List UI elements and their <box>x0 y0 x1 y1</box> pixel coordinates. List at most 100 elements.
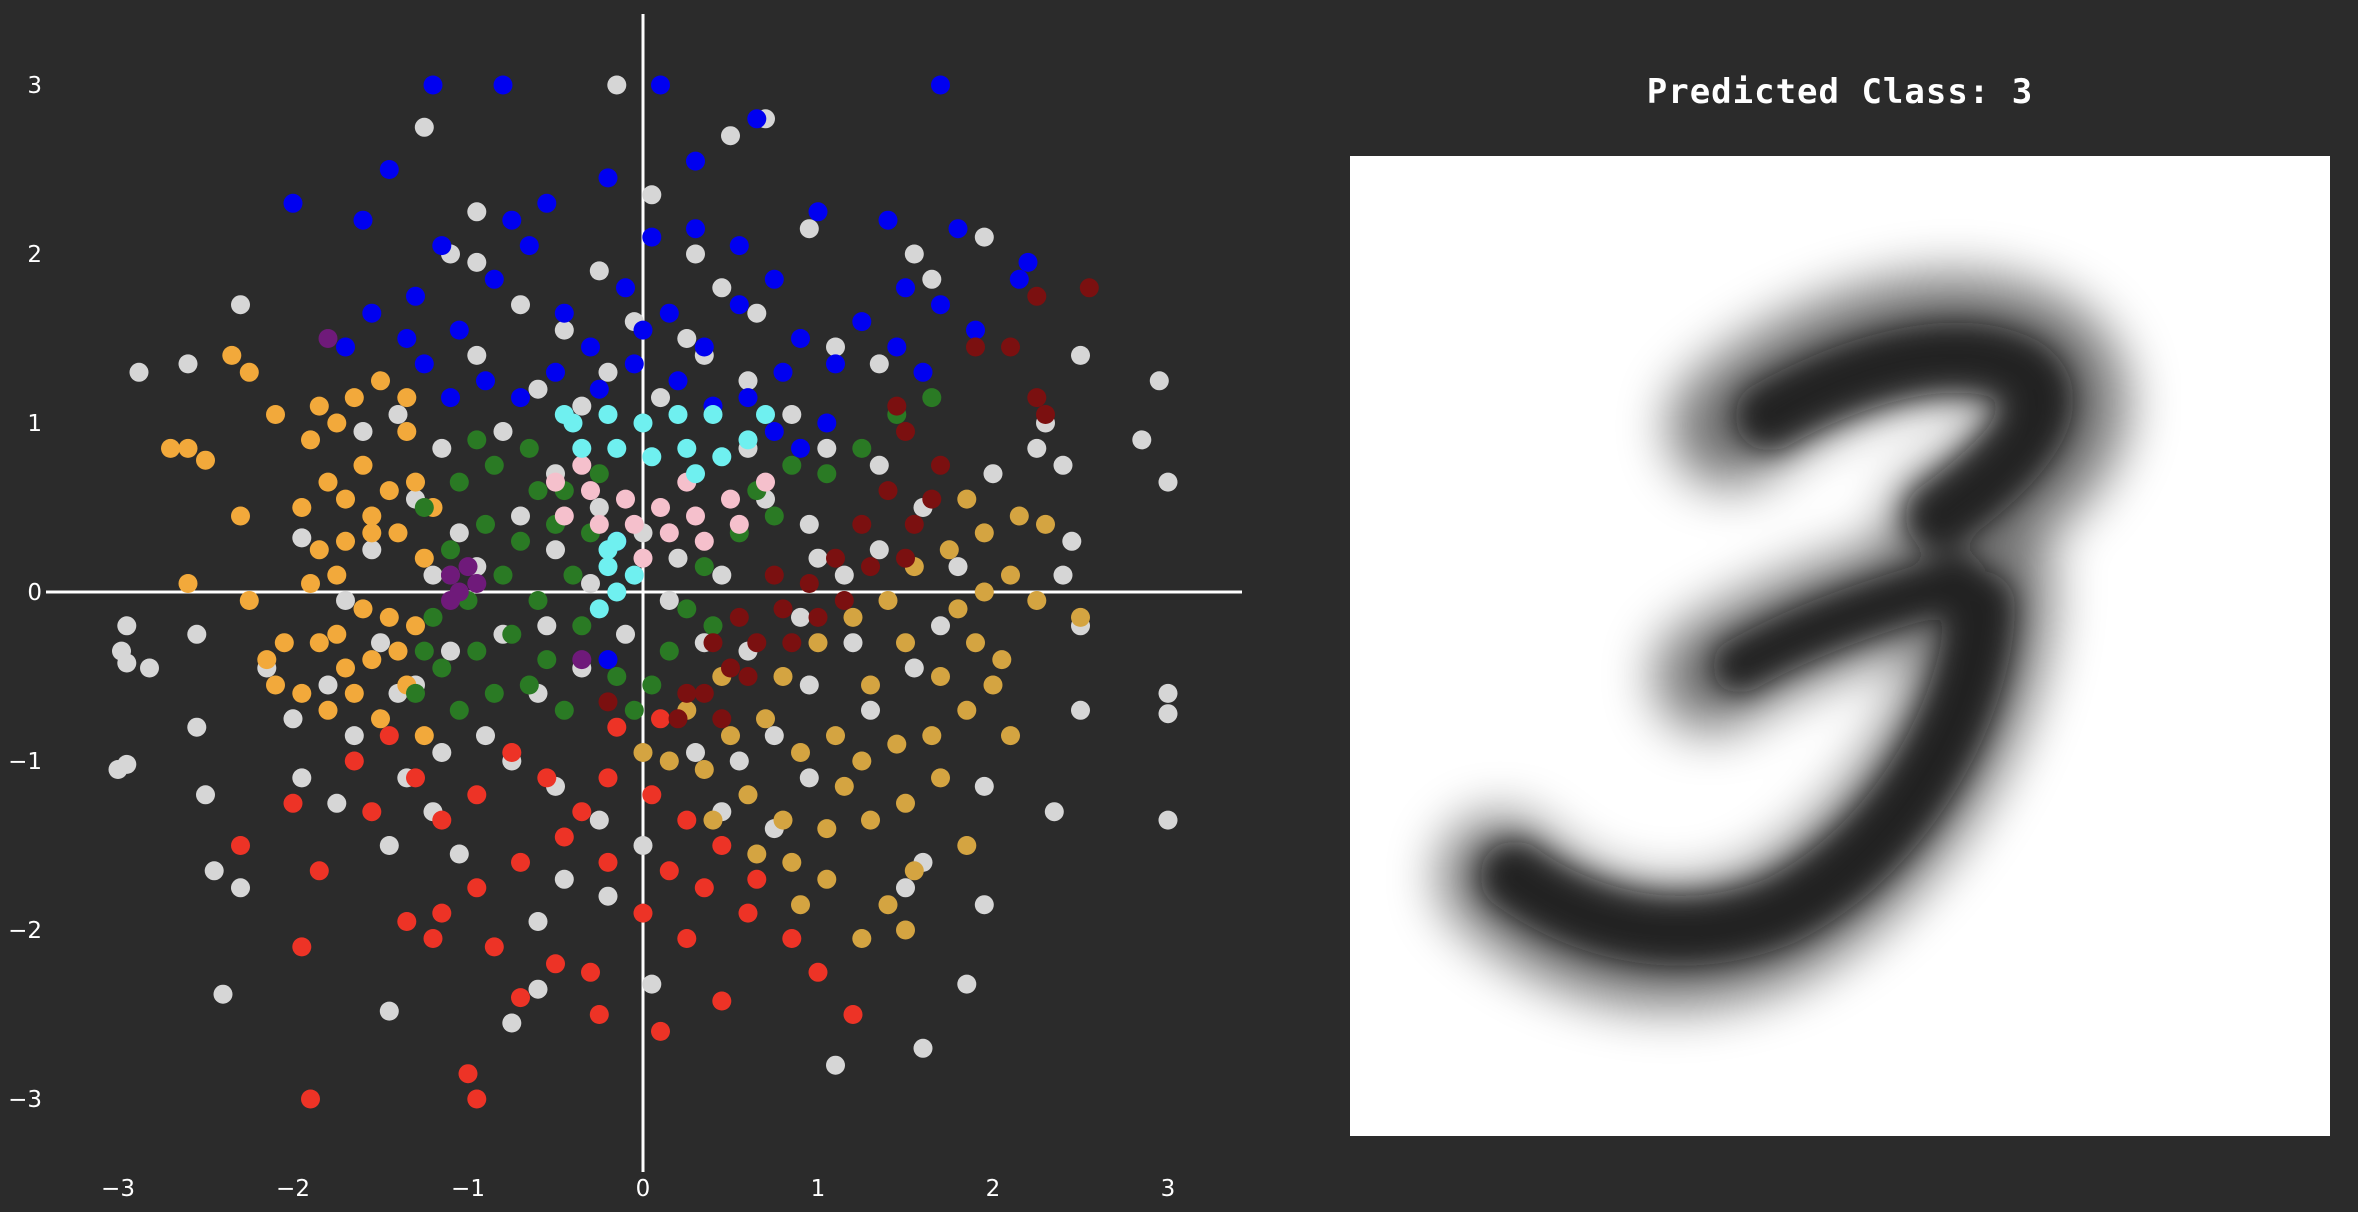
scatter-point <box>869 455 889 475</box>
scatter-point <box>502 743 522 762</box>
scatter-point <box>406 286 425 306</box>
scatter-point <box>484 937 504 957</box>
scatter-point <box>677 329 697 348</box>
scatter-point <box>344 751 364 771</box>
scatter-point <box>406 683 425 703</box>
scatter-point <box>519 236 539 256</box>
scatter-point <box>931 295 950 315</box>
scatter-point <box>493 422 513 441</box>
scatter-point <box>922 269 942 289</box>
scatter-point <box>773 810 793 830</box>
scatter-point <box>887 734 907 754</box>
scatter-point <box>178 574 198 593</box>
scatter-point <box>721 489 740 509</box>
scatter-point <box>948 599 968 619</box>
scatter-point <box>817 438 837 458</box>
scatter-point <box>896 633 915 653</box>
predicted-class-title: Predicted Class: 3 <box>1646 72 2034 112</box>
scatter-point <box>799 574 819 593</box>
scatter-point <box>1001 565 1020 585</box>
scatter-point <box>362 802 382 822</box>
scatter-point <box>808 607 828 627</box>
scatter-point <box>362 506 382 526</box>
scatter-point <box>686 464 705 484</box>
x-tick-label: 1 <box>811 1176 826 1202</box>
scatter-point <box>537 193 557 213</box>
scatter-point <box>318 329 338 348</box>
scatter-point <box>502 1013 522 1033</box>
scatter-point <box>589 1005 609 1024</box>
scatter-point <box>686 743 705 762</box>
scatter-point <box>633 548 653 568</box>
scatter-point <box>213 984 233 1004</box>
scatter-point <box>283 709 303 729</box>
scatter-point <box>423 607 443 627</box>
scatter-point <box>913 362 933 382</box>
scatter-point <box>1071 345 1090 365</box>
scatter-point <box>966 633 985 653</box>
scatter-point <box>791 743 810 762</box>
scatter-point <box>537 616 557 636</box>
scatter-point <box>896 793 915 813</box>
y-tick-label: −2 <box>8 918 42 944</box>
scatter-point <box>484 455 504 475</box>
scatter-point <box>659 861 679 881</box>
scatter-point <box>581 337 600 357</box>
scatter-point <box>432 438 452 458</box>
scatter-point <box>826 354 845 374</box>
scatter-point <box>878 895 898 915</box>
scatter-point <box>747 303 767 323</box>
scatter-point <box>852 438 872 458</box>
scatter-point <box>476 514 495 534</box>
scatter-point <box>712 836 732 855</box>
scatter-point <box>651 498 670 517</box>
scatter-point <box>747 633 767 653</box>
scatter-point <box>677 929 697 948</box>
scatter-point <box>642 785 662 805</box>
scatter-point <box>624 514 644 534</box>
scatter-point <box>563 565 583 585</box>
scatter-point <box>546 472 565 492</box>
x-tick-label: 0 <box>636 1176 651 1202</box>
scatter-point <box>747 109 767 129</box>
scatter-point <box>939 540 959 560</box>
scatter-point <box>694 878 714 898</box>
scatter-point <box>572 455 592 475</box>
scatter-point <box>791 895 810 915</box>
scatter-point <box>1053 455 1073 475</box>
scatter-point <box>922 388 942 408</box>
scatter-point <box>554 405 574 424</box>
scatter-point <box>773 599 793 619</box>
scatter-point <box>362 303 382 323</box>
scatter-point <box>852 312 872 332</box>
scatter-point <box>712 447 732 467</box>
y-tick-label: −3 <box>8 1087 42 1113</box>
scatter-point <box>598 540 618 560</box>
scatter-point <box>668 709 688 729</box>
scatter-point <box>729 607 749 627</box>
scatter-point <box>484 269 504 289</box>
scatter-point <box>694 760 714 779</box>
scatter-point <box>1027 591 1047 610</box>
scatter-point <box>318 700 338 720</box>
scatter-point <box>484 683 504 703</box>
scatter-point <box>633 413 653 433</box>
scatter-point <box>589 498 609 517</box>
scatter-point <box>887 337 907 357</box>
scatter-point <box>791 607 810 627</box>
scatter-point <box>904 244 924 264</box>
scatter-point <box>467 878 487 898</box>
scatter-point <box>371 371 390 391</box>
scatter-point <box>659 751 679 771</box>
scatter-point <box>799 675 819 695</box>
scatter-point <box>117 653 137 673</box>
scatter-point <box>353 422 373 441</box>
scatter-point <box>607 717 627 737</box>
scatter-point <box>519 675 539 695</box>
scatter-point <box>808 633 828 653</box>
scatter-point <box>659 591 679 610</box>
scatter-point <box>379 726 399 746</box>
scatter-point <box>327 413 347 433</box>
scatter-point <box>624 565 644 585</box>
